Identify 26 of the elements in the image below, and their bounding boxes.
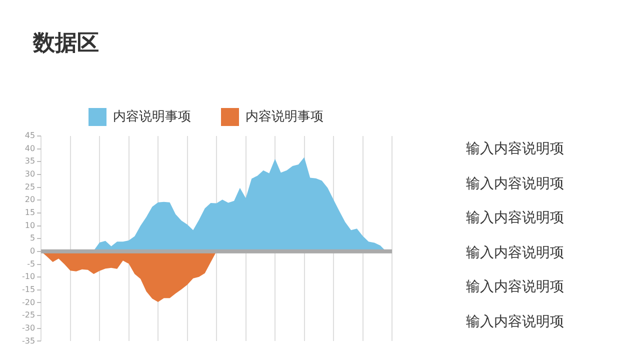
y-tick-label: -10 [22,272,36,282]
text: 输入内容说明项 [466,313,564,331]
y-tick-label: 10 [24,220,36,230]
text: 输入内容说明项 [466,140,564,158]
text: 输入内容说明项 [466,209,564,228]
legend-label: 内容说明事项 [246,108,324,124]
y-tick-label: -25 [22,310,36,320]
y-tick-label: 25 [24,182,36,192]
y-tick-label: 40 [24,144,36,153]
text: 输入内容说明项 [466,278,564,296]
y-tick-label: 5 [30,234,36,243]
y-tick-label: 0 [30,246,36,256]
y-tick-label: -20 [22,298,36,307]
y-tick-label: 35 [24,156,36,166]
text: 输入内容说明项 [466,174,564,193]
y-tick-label: -30 [22,323,36,332]
legend-label: 内容说明事项 [113,108,191,124]
y-tick-label: -5 [27,259,36,268]
y-tick-label: -15 [22,284,36,294]
y-tick-label: 45 [24,131,36,140]
y-tick-label: 15 [24,208,36,218]
y-tick-label: 20 [24,195,36,204]
y-tick-label: -35 [22,336,36,346]
chart-title: 数据区 [33,30,99,58]
text: 输入内容说明项 [466,244,564,262]
y-tick-label: 30 [24,170,36,179]
